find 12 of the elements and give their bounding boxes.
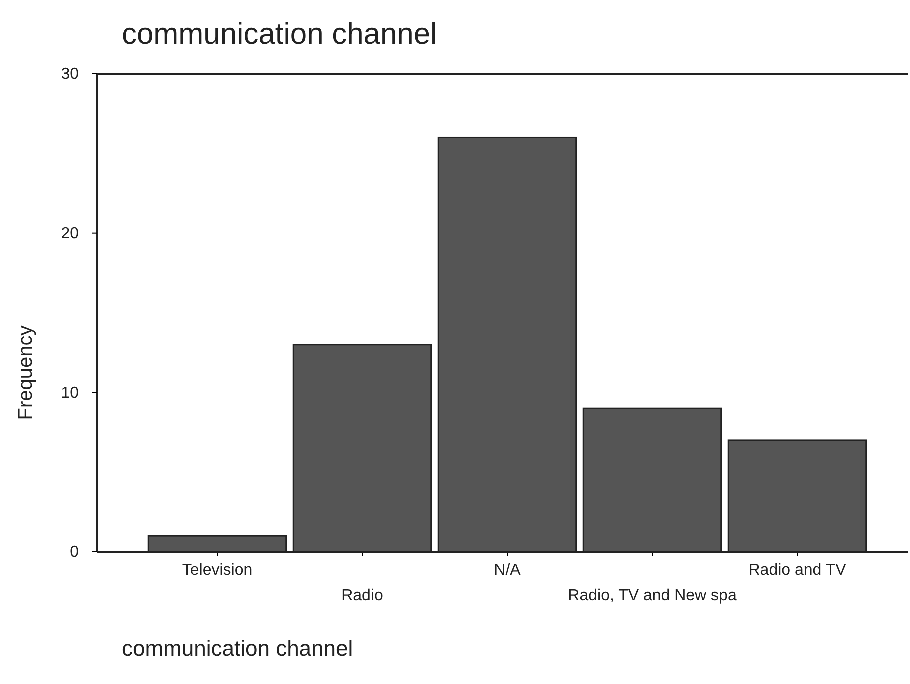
x-tick-label: Radio and TV	[748, 562, 847, 579]
chart-title: communication channel	[122, 18, 438, 51]
x-tick-label: Television	[182, 562, 253, 579]
y-axis-title: Frequency	[15, 326, 37, 420]
y-tick-label: 30	[61, 66, 80, 84]
x-tick-label: Radio	[342, 588, 384, 605]
y-tick-label: 20	[61, 225, 80, 242]
y-tick-label: 10	[61, 384, 80, 402]
y-tick-label: 0	[70, 544, 80, 562]
x-axis-title: communication channel	[122, 636, 354, 661]
x-tick-label: N/A	[494, 562, 522, 579]
x-tick-label: Radio, TV and New spa	[568, 588, 737, 605]
